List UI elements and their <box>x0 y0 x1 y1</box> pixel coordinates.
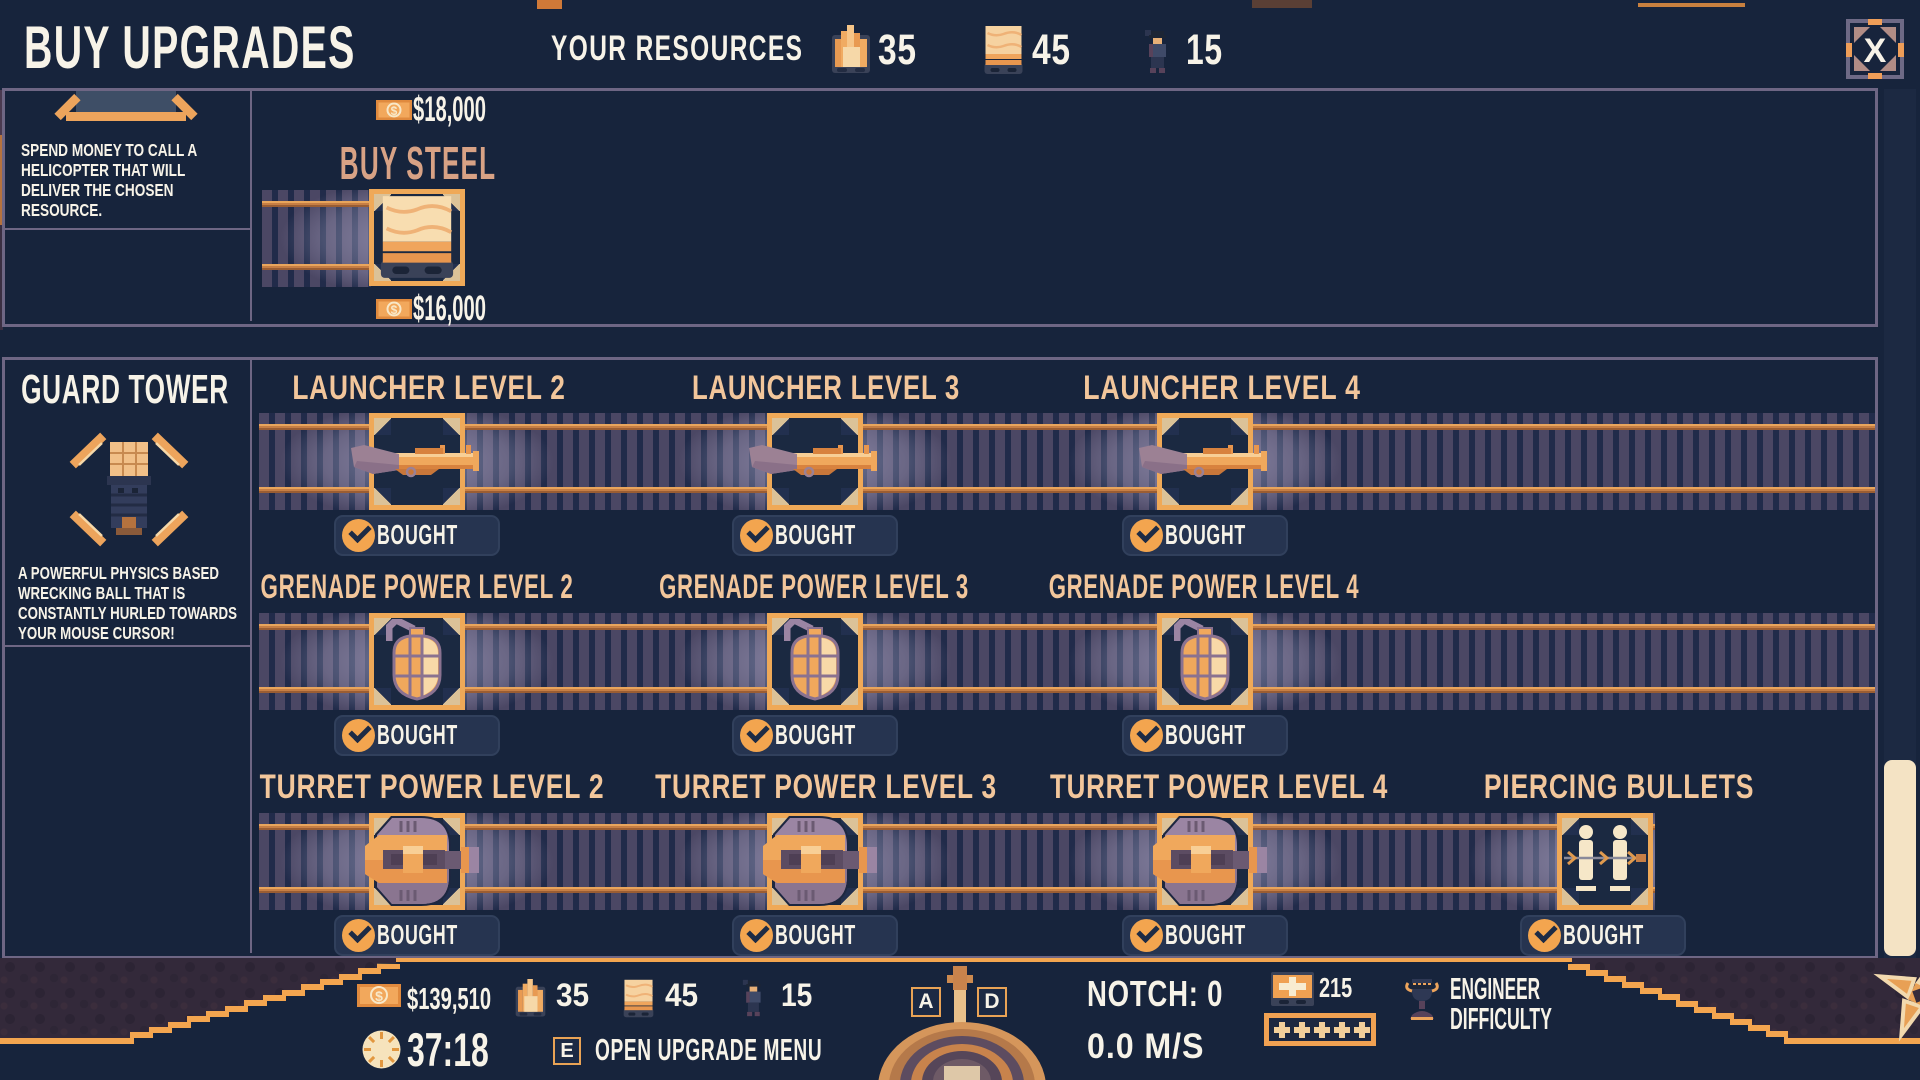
svg-text:X: X <box>1864 32 1887 70</box>
svg-text:$: $ <box>391 104 398 118</box>
svg-text:$: $ <box>375 988 383 1004</box>
svg-text:$: $ <box>391 303 398 317</box>
